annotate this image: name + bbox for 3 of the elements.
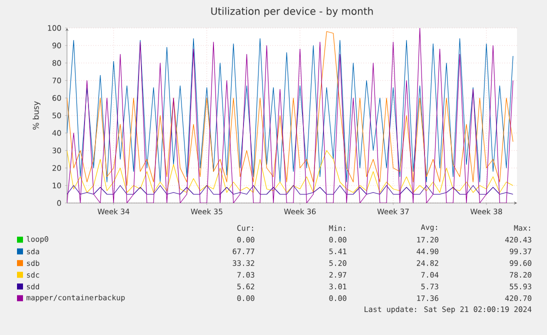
line-series: [67, 150, 514, 193]
chart-title: Utilization per device - by month: [211, 7, 373, 17]
line-series: [67, 185, 514, 195]
